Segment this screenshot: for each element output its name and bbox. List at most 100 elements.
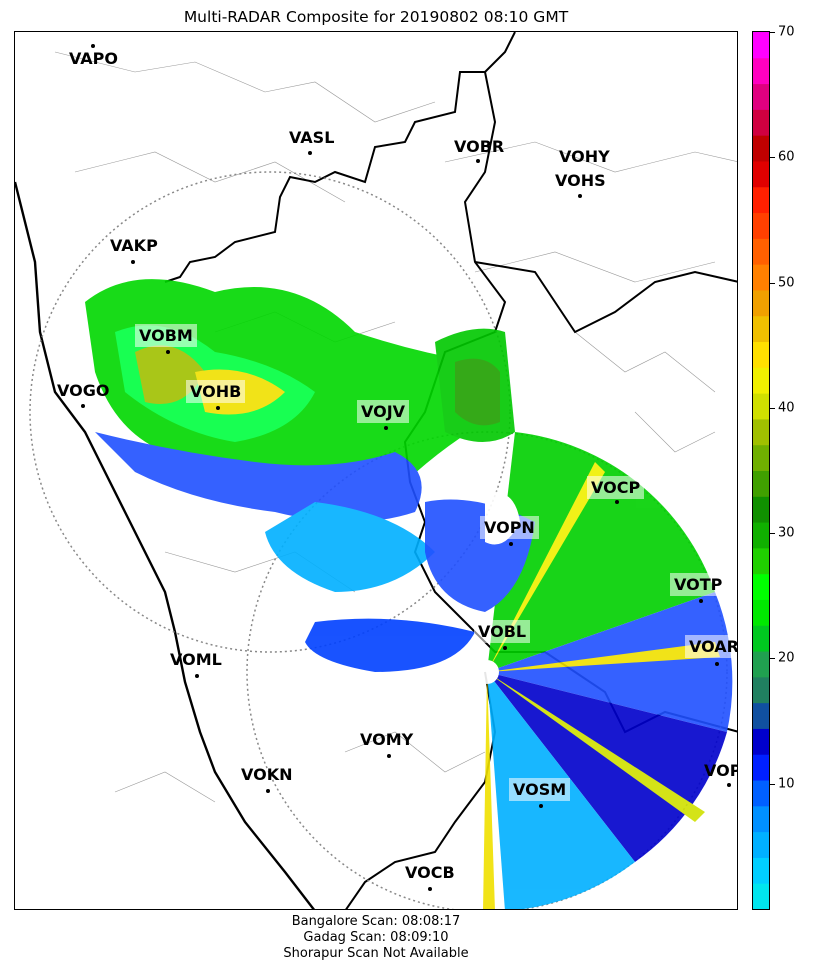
colorbar-tick-label: 40 [778, 400, 795, 416]
station-vocp-dot [615, 500, 619, 504]
station-vopn-dot [509, 542, 513, 546]
colorbar-band [753, 135, 769, 162]
colorbar-tick [770, 533, 775, 535]
station-vakp-dot [131, 260, 135, 264]
station-vobr: VOBR [454, 137, 505, 156]
colorbar-band [753, 728, 769, 755]
station-vokn-dot [266, 789, 270, 793]
colorbar-tick [770, 658, 775, 660]
colorbar-tick-label: 50 [778, 275, 795, 291]
station-vomy-dot [387, 754, 391, 758]
colorbar-tick-label: 70 [778, 24, 795, 40]
colorbar-tick [770, 282, 775, 284]
station-vogo: VOGO [57, 381, 110, 400]
colorbar-band [753, 547, 769, 575]
colorbar-band [753, 32, 769, 59]
scan-info-line-3: Shorapur Scan Not Available [283, 946, 469, 961]
map-title: Multi-RADAR Composite for 20190802 08:10… [183, 8, 569, 26]
colorbar-band [753, 625, 769, 652]
station-vohs-dot [578, 194, 582, 198]
colorbar-tick-label: 60 [778, 149, 795, 165]
station-voml: VOML [170, 650, 222, 669]
station-vosm-dot [539, 804, 543, 808]
station-vocp: VOCP [587, 476, 645, 499]
scan-info-line-1: Bangalore Scan: 08:08:17 [291, 914, 461, 929]
station-vokn: VOKN [241, 765, 293, 784]
station-vohs: VOHS [555, 171, 606, 190]
colorbar-band [753, 238, 769, 265]
colorbar-band [753, 289, 769, 317]
station-votp-dot [699, 599, 703, 603]
colorbar-band [753, 109, 769, 136]
station-vopn: VOPN [480, 516, 539, 539]
colorbar-band [753, 651, 769, 678]
colorbar-band [753, 883, 769, 909]
station-vapo-dot [91, 44, 95, 48]
radar-map[interactable]: VAPO VASL VOBR VOHY VOHS VAKP VOBM VOGO … [14, 31, 738, 910]
station-voar-dot [715, 662, 719, 666]
colorbar-band [753, 418, 769, 446]
station-vobm: VOBM [135, 324, 197, 347]
station-vobl-dot [503, 646, 507, 650]
station-vohb: VOHB [186, 380, 246, 403]
colorbar-band [753, 470, 769, 497]
colorbar-band [753, 83, 769, 110]
colorbar-band [753, 367, 769, 394]
colorbar-band [753, 754, 769, 781]
colorbar-band [753, 857, 769, 884]
colorbar-tick [770, 32, 775, 33]
colorbar-band [753, 522, 769, 549]
station-vobr-dot [476, 159, 480, 163]
station-vocb-dot [428, 887, 432, 891]
colorbar-tick-label: 10 [778, 776, 795, 792]
station-votp: VOTP [670, 573, 727, 596]
station-vocb: VOCB [405, 863, 455, 882]
colorbar-band [753, 393, 769, 420]
station-voml-dot [195, 674, 199, 678]
station-vojv-dot [384, 426, 388, 430]
colorbar-band [753, 212, 769, 239]
coastline [15, 181, 315, 909]
station-vosm: VOSM [509, 778, 571, 801]
station-vogo-dot [81, 404, 85, 408]
station-vobl: VOBL [474, 620, 531, 643]
reflectivity-colorbar [752, 31, 770, 910]
scan-info: Bangalore Scan: 08:08:17 Gadag Scan: 08:… [14, 914, 738, 962]
radar-map-canvas [15, 32, 737, 909]
colorbar-band [753, 599, 769, 626]
station-vakp: VAKP [110, 236, 158, 255]
station-vohb-dot [216, 406, 220, 410]
colorbar-band [753, 264, 769, 291]
colorbar-tick [770, 407, 775, 409]
colorbar-band [753, 57, 769, 85]
colorbar-band [753, 676, 769, 704]
colorbar-band [753, 315, 769, 343]
station-vasl-dot [308, 151, 312, 155]
bangalore-echoes [425, 432, 733, 909]
colorbar-tick [770, 783, 775, 785]
colorbar-band [753, 573, 769, 600]
colorbar-band [753, 186, 769, 214]
station-vopc-dot [727, 783, 731, 787]
station-vobm-dot [166, 350, 170, 354]
colorbar-gradient [753, 32, 769, 909]
colorbar-tick [770, 157, 775, 159]
station-vohy: VOHY [559, 147, 610, 166]
station-vojv: VOJV [357, 400, 410, 423]
colorbar-band [753, 341, 769, 368]
station-vomy: VOMY [360, 730, 414, 749]
colorbar-band [753, 805, 769, 833]
station-vapo: VAPO [69, 49, 119, 68]
colorbar-tick-label: 20 [778, 650, 795, 666]
colorbar-band [753, 831, 769, 858]
colorbar-band [753, 496, 769, 523]
scan-info-line-2: Gadag Scan: 08:09:10 [303, 930, 449, 945]
station-vasl: VASL [289, 128, 335, 147]
colorbar-band [753, 780, 769, 807]
colorbar-band [753, 702, 769, 729]
station-vopc: VOPC [704, 761, 737, 780]
colorbar-band [753, 160, 769, 188]
colorbar-band [753, 444, 769, 471]
station-voar: VOAR [685, 635, 737, 658]
colorbar-tick-label: 30 [778, 525, 795, 541]
